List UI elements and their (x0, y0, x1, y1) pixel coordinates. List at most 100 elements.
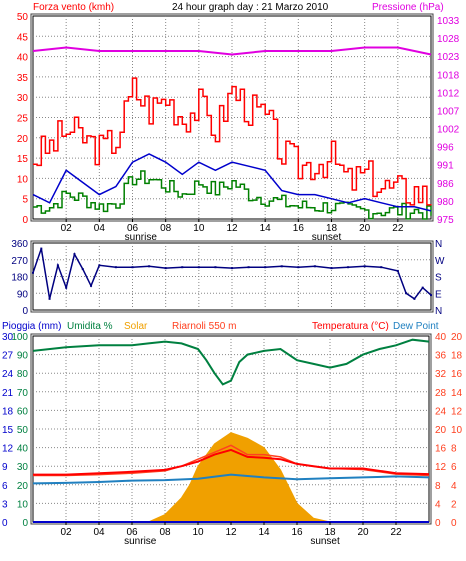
wind-panel-hour-label: 22 (392, 223, 404, 234)
temp-panel-hour-label: 22 (390, 527, 402, 538)
dewpoint-axis-title: Dew Point (393, 321, 439, 332)
wind-tick-label: 5 (22, 195, 28, 206)
wind-tick-label: 30 (17, 93, 29, 104)
wind-tick-label: 15 (17, 154, 29, 165)
dewpoint-tick-label: 16 (451, 369, 463, 380)
direction-point (131, 266, 134, 269)
temperature-tick-label: 36 (435, 351, 447, 362)
min-wind-series (33, 170, 432, 220)
temperature-tick-label: 16 (435, 444, 447, 455)
direction-point (380, 266, 383, 269)
temperature-tick-label: 0 (435, 518, 441, 529)
direction-tick-label: 90 (17, 289, 29, 300)
pressure-tick-label: 996 (437, 143, 454, 154)
wind-tick-label: 50 (17, 12, 29, 23)
direction-point (32, 271, 34, 274)
wind-panel-hour-label: 02 (61, 223, 73, 234)
humidity-tick-label: 90 (17, 351, 29, 362)
dewpoint-tick-label: 20 (451, 332, 463, 343)
humidity-tick-label: 40 (17, 444, 29, 455)
direction-compass-label: N (435, 239, 442, 250)
rain-tick-label: 18 (2, 406, 14, 417)
rain-tick-label: 15 (2, 425, 14, 436)
humidity-tick-label: 10 (17, 499, 29, 510)
temperature-tick-label: 12 (435, 462, 447, 473)
direction-tick-label: 360 (11, 239, 28, 250)
temp-panel-hour-label: 20 (357, 527, 369, 538)
temperature-tick-label: 8 (435, 481, 441, 492)
temp-panel-hour-label: 06 (126, 527, 138, 538)
wind-panel-hour-label: 06 (127, 223, 139, 234)
humidity-tick-label: 30 (17, 462, 29, 473)
rain-tick-label: 0 (2, 518, 8, 529)
temp-panel-sunrise-label: sunrise (124, 536, 157, 547)
rain-tick-label: 27 (2, 351, 14, 362)
temperature-tick-label: 40 (435, 332, 447, 343)
direction-compass-label: E (435, 289, 442, 300)
direction-point (280, 265, 283, 268)
pressure-tick-label: 980 (437, 197, 454, 208)
rain-tick-label: 6 (2, 481, 8, 492)
wind-tick-label: 10 (17, 174, 29, 185)
direction-point (181, 266, 184, 269)
pressure-tick-label: 1007 (437, 106, 460, 117)
humidity-tick-label: 50 (17, 425, 29, 436)
direction-point (197, 266, 200, 269)
direction-point (56, 264, 59, 267)
dewpoint-tick-label: 12 (451, 406, 463, 417)
wind-panel-hour-label: 10 (193, 223, 205, 234)
wind-panel-hour-label: 16 (293, 223, 305, 234)
chart-title: 24 hour graph day : 21 Marzo 2010 (172, 2, 329, 13)
wind-panel-sunrise-label: sunrise (125, 232, 158, 243)
pressure-tick-label: 1028 (437, 34, 460, 45)
solar-area (33, 432, 429, 523)
direction-tick-label: 0 (22, 306, 28, 317)
temperature-series (33, 448, 430, 476)
direction-point (214, 266, 217, 269)
temp-panel-hour-label: 12 (225, 527, 237, 538)
direction-panel-outer-frame (30, 240, 434, 313)
direction-compass-label: W (435, 256, 445, 267)
wind-tick-label: 0 (22, 215, 28, 226)
rain-tick-label: 12 (2, 444, 14, 455)
rain-tick-label: 9 (2, 462, 8, 473)
gust-series (33, 77, 432, 206)
pressure-tick-label: 975 (437, 215, 454, 226)
temp-panel-hour-label: 02 (60, 527, 72, 538)
rain-tick-label: 30 (2, 332, 14, 343)
rain-tick-label: 24 (2, 369, 14, 380)
location-label: Riarnoli 550 m (172, 321, 236, 332)
dewpoint-tick-label: 14 (451, 388, 463, 399)
temp-panel-hour-label: 18 (324, 527, 336, 538)
pressure-tick-label: 1033 (437, 16, 460, 27)
rain-axis-title: Pioggia (mm) (2, 321, 61, 332)
dewpoint-tick-label: 18 (451, 351, 463, 362)
temp-panel-hour-label: 08 (159, 527, 171, 538)
pressure-axis-title: Pressione (hPa) (372, 2, 444, 13)
wind-panel-hour-label: 14 (260, 223, 272, 234)
wind-tick-label: 20 (17, 134, 29, 145)
direction-point (330, 267, 333, 270)
direction-point (347, 266, 350, 269)
pressure-tick-label: 1012 (437, 88, 460, 99)
dewpoint-tick-label: 0 (451, 518, 457, 529)
direction-point (114, 266, 117, 269)
humidity-tick-label: 60 (17, 406, 29, 417)
dewpoint-tick-label: 4 (451, 481, 457, 492)
temperature-tick-label: 28 (435, 388, 447, 399)
direction-point (264, 266, 267, 269)
pressure-series (32, 46, 432, 56)
temperature-tick-label: 32 (435, 369, 447, 380)
temp-panel-hour-label: 16 (291, 527, 303, 538)
temp-panel-hour-label: 14 (258, 527, 270, 538)
temperature-tick-label: 24 (435, 406, 447, 417)
direction-point (90, 284, 93, 287)
direction-point (247, 266, 250, 269)
humidity-axis-title: Umidita % (67, 321, 113, 332)
pressure-tick-label: 991 (437, 161, 454, 172)
direction-point (65, 286, 68, 289)
direction-point (430, 294, 432, 297)
direction-tick-label: 270 (11, 256, 28, 267)
